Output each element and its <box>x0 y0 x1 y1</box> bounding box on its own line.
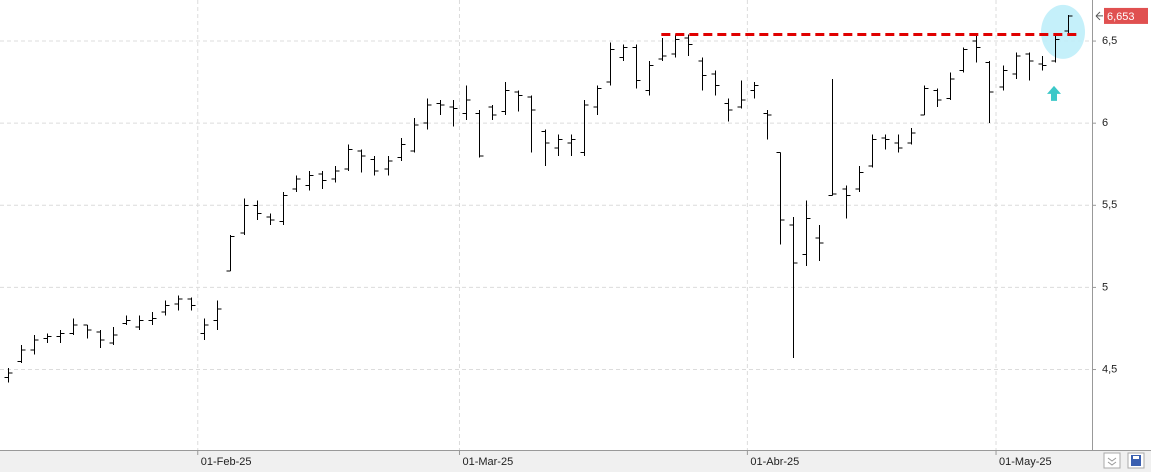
last-price-box <box>1104 7 1148 24</box>
x-tick-label: 01-May-25 <box>999 456 1052 468</box>
x-tick-label: 01-Mar-25 <box>462 456 513 468</box>
y-tick-label: 5 <box>1102 281 1108 293</box>
save-icon <box>1131 455 1141 466</box>
x-axis-band <box>0 450 1151 472</box>
up-arrow <box>1047 85 1061 101</box>
save-icon-label <box>1133 456 1139 459</box>
y-tick-label: 6 <box>1102 117 1108 129</box>
highlight <box>1041 4 1085 59</box>
y-tick-label: 6,5 <box>1102 35 1117 47</box>
y-tick-label: 5,5 <box>1102 199 1117 211</box>
x-tick-label: 01-Abr-25 <box>750 456 799 468</box>
last-price-pointer <box>1095 11 1103 21</box>
last-price-label: 6,653 <box>1107 11 1135 23</box>
y-tick-label: 4,5 <box>1102 363 1117 375</box>
zoom-icon <box>1107 457 1117 466</box>
x-tick-label: 01-Feb-25 <box>201 456 252 468</box>
